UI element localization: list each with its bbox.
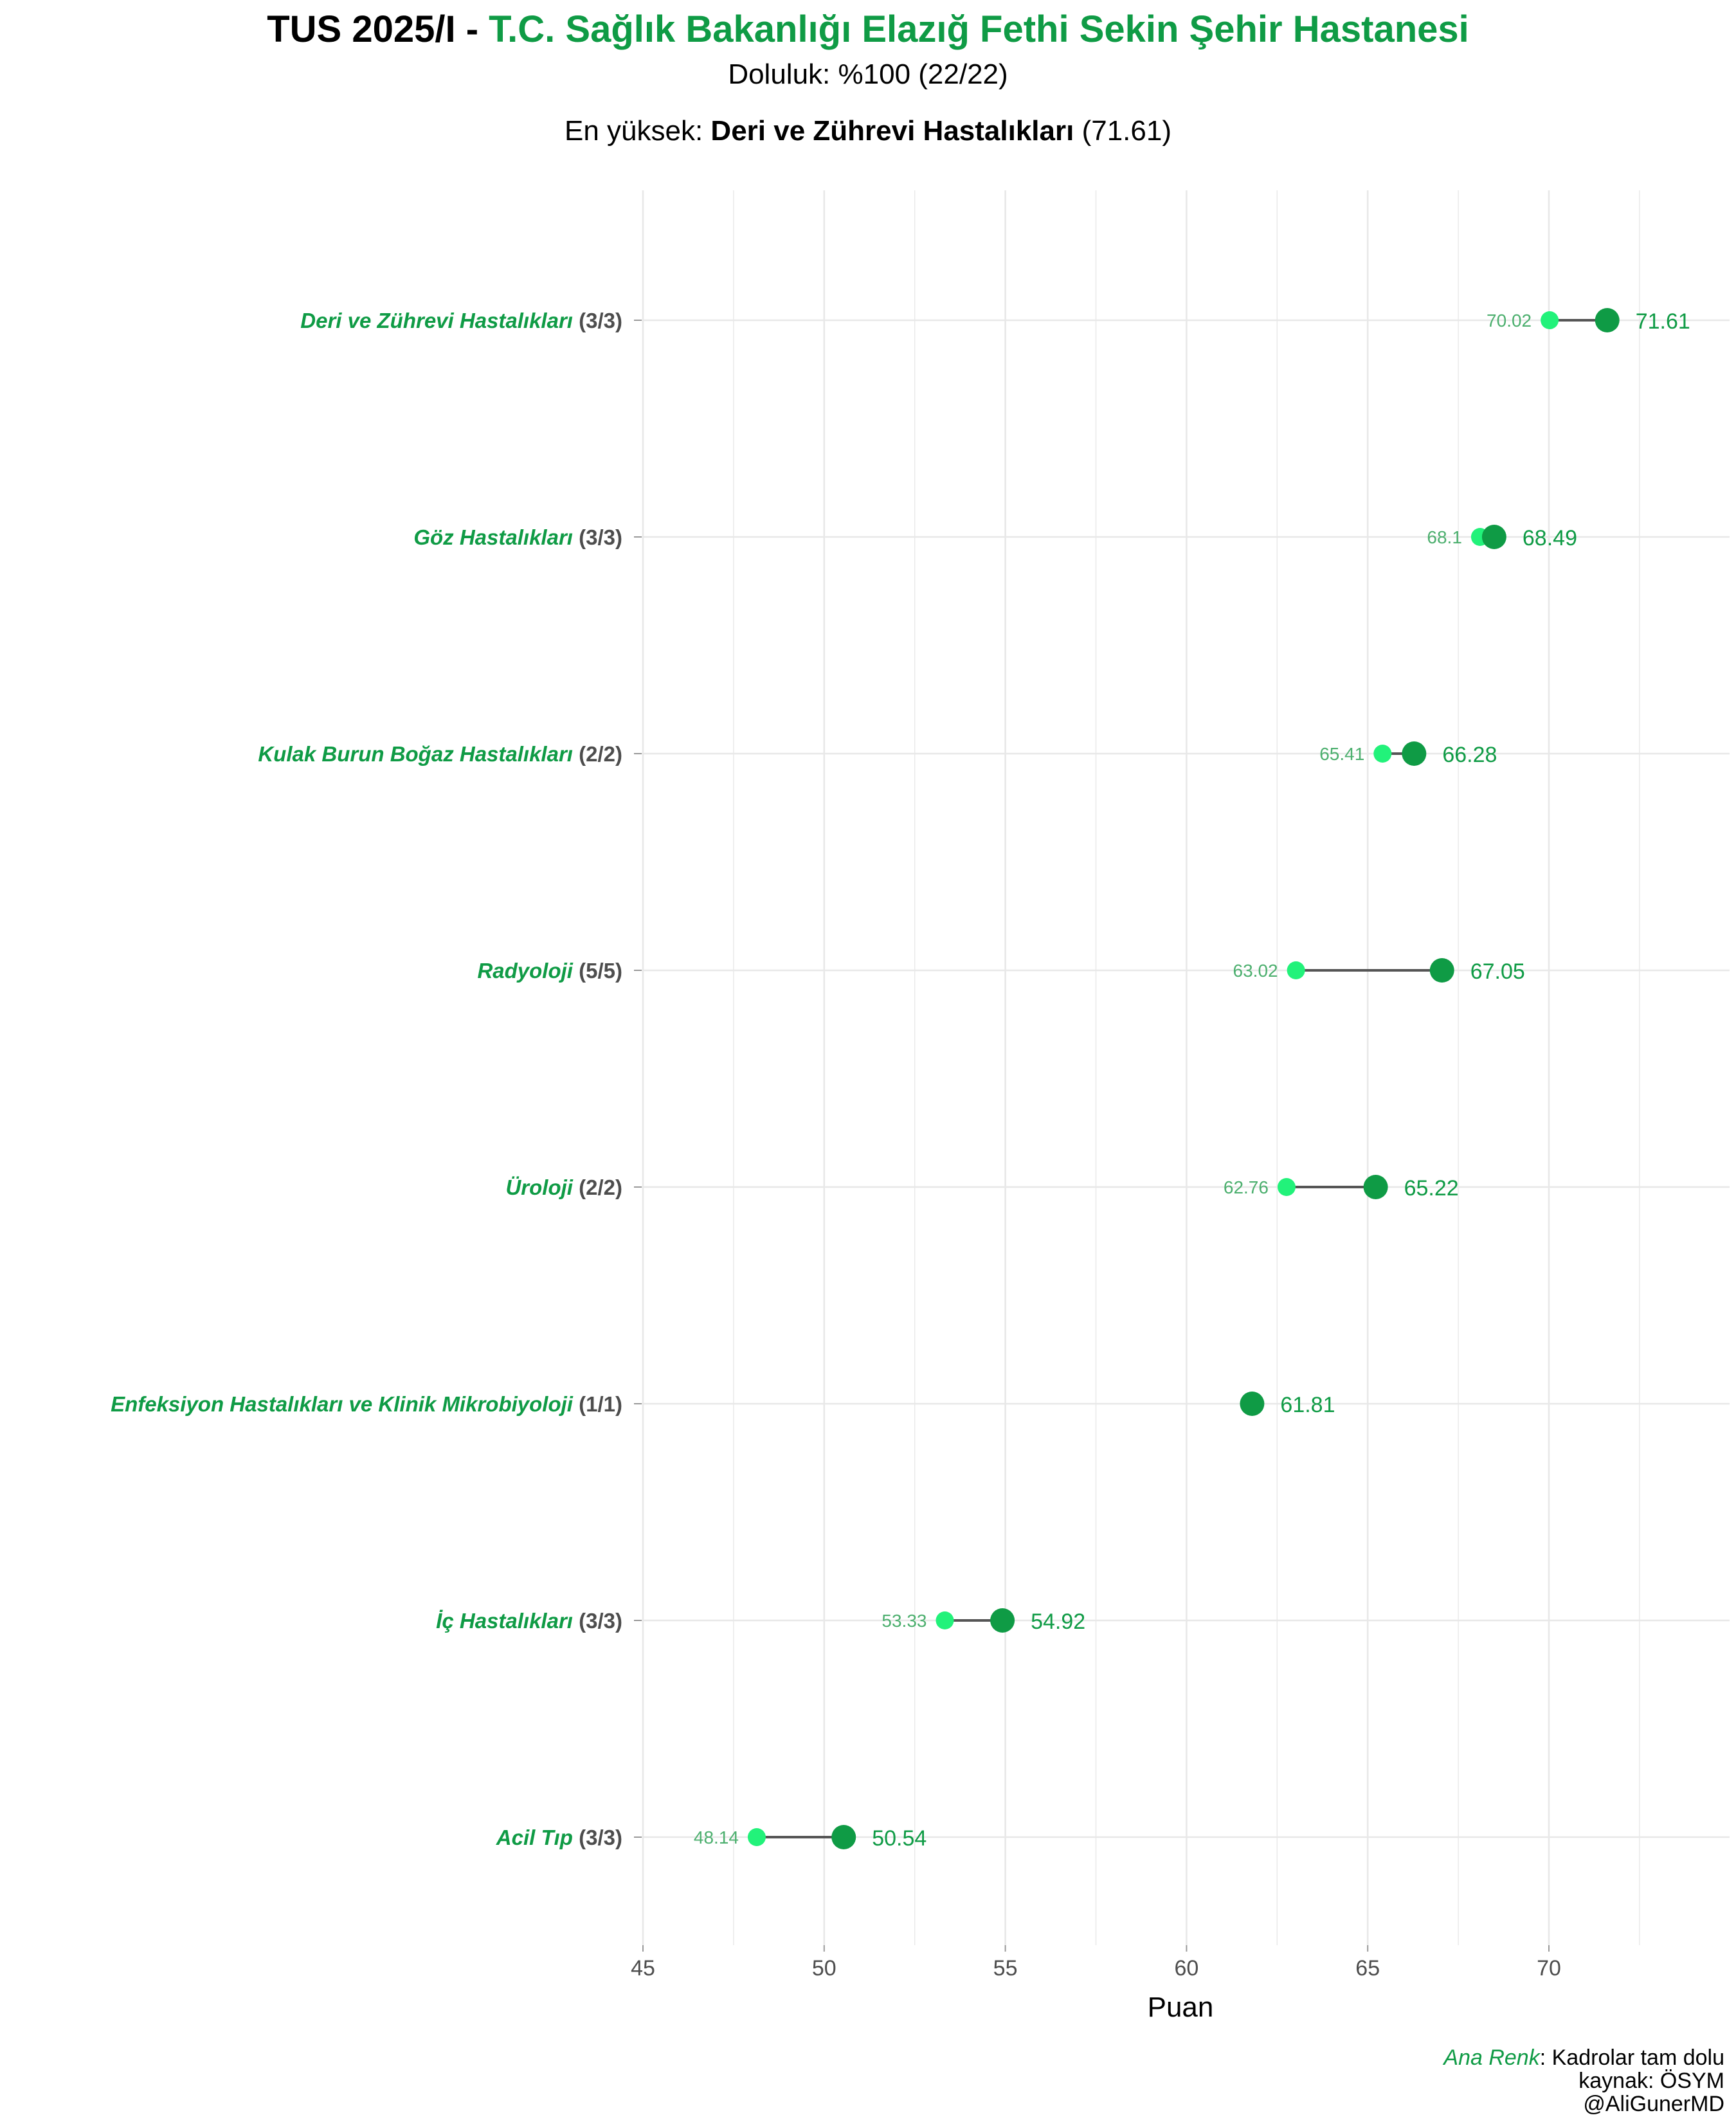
chart-title: TUS 2025/I - T.C. Sağlık Bakanlığı Elazı…	[0, 9, 1736, 50]
x-tick-label: 70	[1537, 1956, 1561, 1981]
max-value-label: 65.22	[1404, 1176, 1459, 1201]
highest-prefix: En yüksek:	[564, 115, 711, 147]
caption-legend: Ana Renk: Kadrolar tam dolu	[1443, 2046, 1724, 2069]
highest-score-line: En yüksek: Deri ve Zührevi Hastalıkları …	[0, 114, 1736, 148]
min-value-label: 68.1	[1427, 527, 1462, 547]
y-tick-label-name: Üroloji	[505, 1175, 573, 1199]
x-tick-label: 50	[812, 1956, 836, 1981]
highest-name: Deri ve Zührevi Hastalıkları	[710, 115, 1074, 147]
min-point	[936, 1611, 954, 1629]
min-point	[1277, 1178, 1296, 1196]
y-tick-label-quota: (3/3)	[573, 309, 622, 332]
y-tick-label-name: Kulak Burun Boğaz Hastalıkları	[258, 742, 573, 766]
y-tick-label-name: Deri ve Zührevi Hastalıkları	[300, 309, 573, 332]
caption-legend-text: : Kadrolar tam dolu	[1539, 2045, 1724, 2070]
max-point	[1595, 308, 1620, 332]
max-point	[1481, 525, 1506, 549]
max-value-label: 66.28	[1442, 743, 1497, 767]
min-value-label: 62.76	[1224, 1177, 1269, 1197]
x-tick-label: 55	[993, 1956, 1018, 1981]
max-value-label: 54.92	[1031, 1610, 1085, 1634]
min-point	[1373, 745, 1392, 763]
max-value-label: 71.61	[1636, 309, 1690, 334]
y-tick-label-quota: (2/2)	[573, 1175, 622, 1199]
y-tick-label-quota: (2/2)	[573, 742, 622, 766]
min-value-label: 70.02	[1487, 311, 1532, 331]
y-tick-label-quota: (3/3)	[573, 1609, 622, 1633]
caption-author: @AliGunerMD	[1583, 2092, 1724, 2116]
x-tick-label: 65	[1355, 1956, 1380, 1981]
y-tick-label-quota: (1/1)	[573, 1392, 622, 1416]
max-point	[990, 1608, 1015, 1633]
y-tick-label-quota: (5/5)	[573, 959, 622, 983]
y-tick-label-name: Radyoloji	[477, 959, 573, 983]
min-point	[747, 1828, 766, 1846]
y-tick-label-name: Acil Tıp	[496, 1826, 573, 1849]
x-tick-label: 60	[1174, 1956, 1198, 1981]
min-value-label: 63.02	[1233, 961, 1278, 981]
max-value-label: 68.49	[1523, 526, 1577, 550]
y-tick-label: Göz Hastalıkları (3/3)	[413, 525, 622, 549]
y-tick-label-name: İç Hastalıkları	[436, 1609, 573, 1633]
max-point	[1429, 958, 1454, 983]
y-tick-label-quota: (3/3)	[573, 1826, 622, 1849]
x-axis-title: Puan	[1148, 1991, 1214, 2023]
x-tick-label: 45	[631, 1956, 655, 1981]
max-point	[1402, 741, 1427, 766]
y-tick-label-quota: (3/3)	[573, 525, 622, 549]
highest-suffix: (71.61)	[1074, 115, 1171, 147]
y-tick-label: Deri ve Zührevi Hastalıkları (3/3)	[300, 309, 622, 332]
y-tick-label: Acil Tıp (3/3)	[496, 1826, 622, 1849]
y-tick-label-name: Enfeksiyon Hastalıkları ve Klinik Mikrob…	[111, 1392, 574, 1416]
max-point	[831, 1825, 856, 1849]
min-value-label: 53.33	[882, 1611, 927, 1631]
min-point	[1541, 311, 1559, 329]
chart-subtitle: Doluluk: %100 (22/22)	[728, 59, 1008, 90]
y-tick-label: İç Hastalıkları (3/3)	[436, 1609, 622, 1633]
min-value-label: 65.41	[1319, 744, 1364, 764]
min-value-label: 48.14	[694, 1827, 739, 1847]
caption-source: kaynak: ÖSYM	[1578, 2069, 1724, 2093]
max-value-label: 67.05	[1470, 959, 1525, 984]
y-tick-label: Enfeksiyon Hastalıkları ve Klinik Mikrob…	[111, 1392, 622, 1416]
max-value-label: 50.54	[872, 1826, 927, 1851]
y-tick-label: Kulak Burun Boğaz Hastalıkları (2/2)	[258, 742, 622, 766]
title-prefix: TUS 2025/I -	[267, 8, 489, 50]
y-tick-label-name: Göz Hastalıkları	[413, 525, 573, 549]
y-tick-label: Üroloji (2/2)	[505, 1175, 622, 1199]
caption-legend-key: Ana Renk	[1443, 2045, 1540, 2070]
max-point	[1363, 1175, 1388, 1199]
max-value-label: 61.81	[1280, 1393, 1335, 1417]
max-point	[1240, 1392, 1265, 1416]
y-tick-label: Radyoloji (5/5)	[477, 959, 622, 983]
min-point	[1287, 961, 1305, 979]
title-hospital: T.C. Sağlık Bakanlığı Elazığ Fethi Sekin…	[489, 8, 1469, 50]
